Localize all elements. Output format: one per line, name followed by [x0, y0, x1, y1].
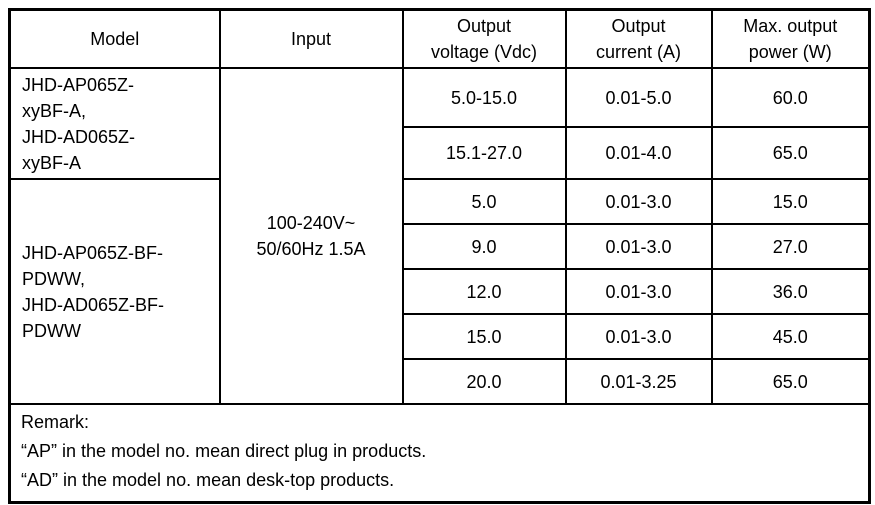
current-cell: 0.01-3.0 [564, 268, 713, 315]
table-row: 12.0 0.01-3.0 36.0 [10, 268, 871, 315]
table-row: JHD-AP065Z- xyBF-A, JHD-AD065Z- xyBF-A 1… [8, 67, 871, 405]
col-header-voltage: Output voltage (Vdc) [401, 8, 567, 69]
current-cell: 0.01-3.0 [564, 223, 713, 270]
current-cell: 0.01-5.0 [564, 67, 713, 128]
remark-row: Remark: “AP” in the model no. mean direc… [8, 403, 871, 504]
current-cell: 0.01-3.0 [564, 313, 713, 360]
power-cell: 27.0 [710, 223, 871, 270]
table-row: 15.0 0.01-3.0 45.0 [10, 313, 871, 360]
current-cell: 0.01-4.0 [564, 126, 713, 180]
table-row: 9.0 0.01-3.0 27.0 [10, 223, 871, 270]
remark-title: Remark: [21, 412, 90, 432]
current-cell: 0.01-3.25 [564, 358, 713, 405]
voltage-cell: 12.0 [401, 268, 567, 315]
current-cell: 0.01-3.0 [564, 178, 713, 225]
power-cell: 65.0 [710, 126, 871, 180]
col-header-power: Max. output power (W) [710, 8, 871, 69]
model-group-cell: JHD-AP065Z- xyBF-A, JHD-AD065Z- xyBF-A [8, 67, 221, 180]
voltage-cell: 9.0 [401, 223, 567, 270]
power-cell: 65.0 [710, 358, 871, 405]
voltage-cell: 5.0-15.0 [401, 67, 567, 128]
voltage-cell: 5.0 [401, 178, 567, 225]
model-group-cell: JHD-AP065Z-BF- PDWW, JHD-AD065Z-BF- PDWW [8, 178, 221, 405]
col-header-model: Model [8, 8, 221, 69]
table-row: 15.1-27.0 0.01-4.0 65.0 [10, 126, 871, 180]
input-cell: 100-240V~ 50/60Hz 1.5A [218, 67, 404, 405]
remark-line-2: “AD” in the model no. mean desk-top prod… [21, 470, 395, 490]
power-cell: 45.0 [710, 313, 871, 360]
remark-line-1: “AP” in the model no. mean direct plug i… [21, 441, 427, 461]
voltage-cell: 15.1-27.0 [401, 126, 567, 180]
table-header-row: Model Input Output voltage (Vdc) Output … [8, 8, 871, 69]
power-cell: 36.0 [710, 268, 871, 315]
power-cell: 60.0 [710, 67, 871, 128]
voltage-cell: 15.0 [401, 313, 567, 360]
table-row: 20.0 0.01-3.25 65.0 [10, 358, 871, 405]
power-spec-table: Model Input Output voltage (Vdc) Output … [8, 8, 871, 504]
power-cell: 15.0 [710, 178, 871, 225]
col-header-input: Input [218, 8, 404, 69]
remark-cell: Remark: “AP” in the model no. mean direc… [8, 403, 871, 504]
table-row: JHD-AP065Z-BF- PDWW, JHD-AD065Z-BF- PDWW… [8, 178, 871, 405]
col-header-current: Output current (A) [564, 8, 713, 69]
voltage-cell: 20.0 [401, 358, 567, 405]
